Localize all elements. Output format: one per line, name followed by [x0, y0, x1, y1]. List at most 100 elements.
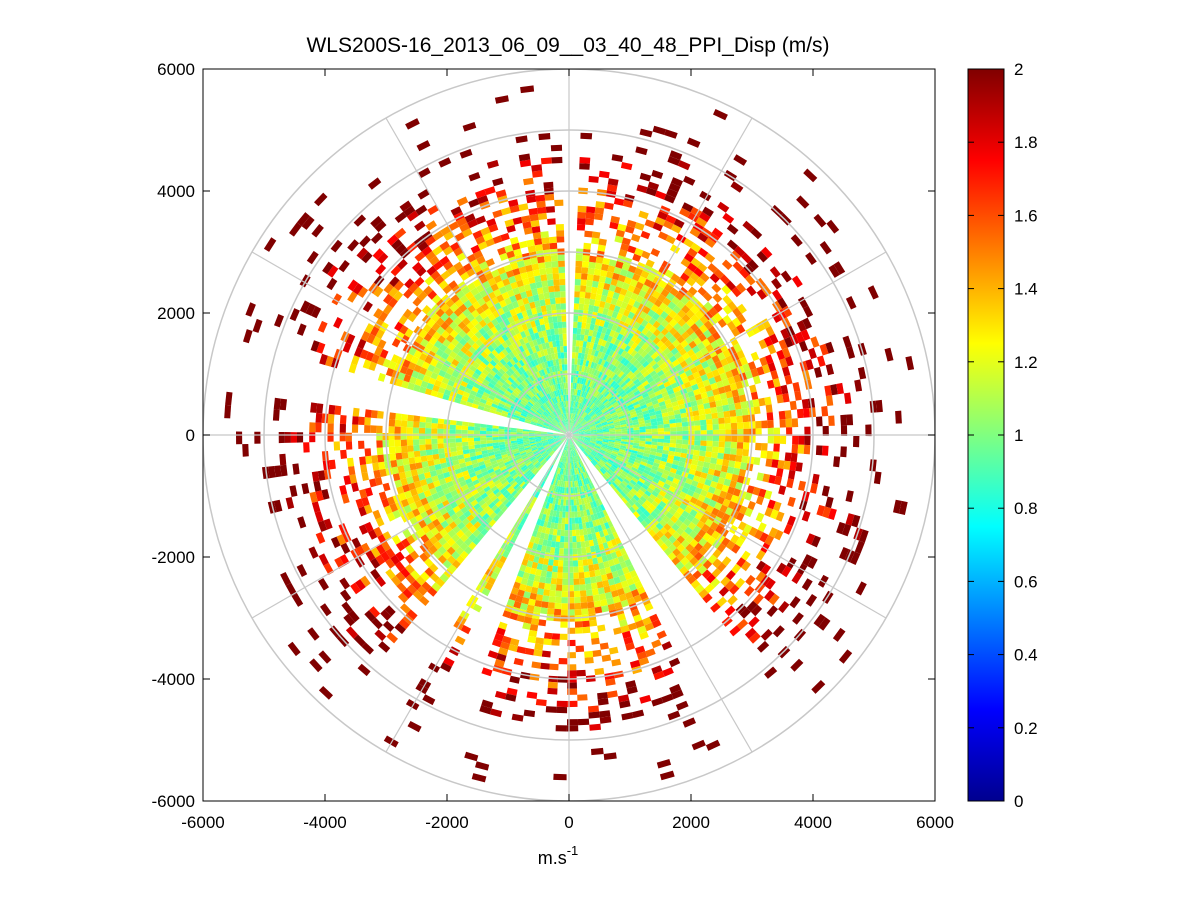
data-cell — [492, 488, 500, 495]
data-cell — [599, 417, 606, 422]
data-cell — [613, 445, 620, 450]
data-cell — [504, 339, 512, 347]
data-cell — [501, 505, 508, 513]
data-cell — [625, 476, 632, 482]
data-cell — [558, 658, 568, 665]
data-cell — [530, 443, 537, 447]
data-cell — [461, 429, 468, 434]
data-cell — [547, 432, 554, 434]
data-cell — [587, 348, 593, 355]
data-cell — [480, 423, 487, 428]
data-cell — [590, 413, 597, 418]
data-cell — [513, 450, 520, 455]
data-cell — [566, 475, 569, 482]
data-cell — [575, 529, 580, 536]
data-cell — [556, 424, 562, 429]
data-cell — [792, 435, 799, 445]
data-cell — [499, 465, 507, 472]
data-cell — [418, 427, 426, 434]
data-cell — [499, 476, 506, 483]
data-cell — [569, 425, 572, 432]
data-cell — [541, 526, 547, 534]
data-cell — [483, 473, 491, 480]
data-cell — [571, 358, 575, 365]
data-cell — [657, 467, 665, 474]
data-cell — [559, 548, 564, 555]
data-cell — [614, 440, 622, 444]
data-cell — [578, 435, 585, 437]
data-cell — [571, 444, 574, 451]
data-cell — [552, 528, 558, 536]
data-cell — [651, 399, 659, 406]
data-cell — [461, 484, 469, 492]
data-cell — [532, 326, 538, 334]
data-cell — [527, 361, 534, 369]
data-cell — [623, 352, 631, 360]
data-cell — [534, 432, 541, 434]
data-cell — [522, 432, 529, 435]
data-cell — [474, 469, 482, 476]
data-cell — [495, 491, 502, 498]
data-cell — [480, 443, 487, 448]
data-cell — [783, 460, 791, 470]
data-cell — [653, 487, 661, 494]
data-cell — [455, 442, 463, 447]
data-cell — [641, 472, 649, 478]
data-cell — [530, 333, 536, 341]
data-cell — [705, 413, 713, 420]
data-cell — [559, 401, 562, 409]
data-cell — [510, 383, 517, 390]
data-cell — [502, 456, 509, 461]
data-cell — [608, 442, 615, 446]
data-cell — [639, 440, 646, 445]
data-cell — [619, 390, 626, 396]
data-cell — [551, 412, 556, 418]
data-cell — [526, 334, 533, 343]
data-cell — [581, 444, 587, 450]
data-cell — [584, 438, 591, 441]
data-cell — [472, 372, 480, 380]
data-cell — [572, 431, 579, 434]
data-cell — [546, 408, 552, 414]
data-cell — [654, 366, 662, 374]
data-cell — [501, 341, 509, 349]
data-cell — [586, 366, 591, 374]
data-cell — [400, 420, 408, 428]
data-cell — [530, 422, 537, 426]
data-cell — [630, 488, 638, 495]
data-cell — [612, 415, 619, 420]
data-cell — [589, 619, 598, 627]
data-cell — [575, 346, 580, 353]
data-cell — [470, 499, 479, 507]
data-cell — [664, 466, 672, 472]
data-cell — [461, 395, 469, 402]
data-cell — [590, 428, 597, 431]
data-cell — [566, 438, 569, 445]
data-cell — [728, 403, 736, 411]
data-cell — [472, 462, 480, 469]
data-cell — [359, 456, 367, 466]
data-cell — [339, 415, 347, 425]
data-cell — [583, 353, 588, 361]
data-cell — [547, 433, 554, 435]
data-cell — [469, 471, 477, 478]
data-cell — [490, 460, 498, 466]
data-cell — [546, 273, 554, 281]
data-cell — [575, 395, 579, 402]
data-cell — [539, 383, 545, 390]
data-cell — [578, 409, 583, 416]
data-cell — [506, 400, 513, 406]
data-cell — [636, 508, 643, 516]
data-cell — [582, 391, 587, 398]
data-cell — [598, 402, 604, 409]
data-cell — [586, 483, 591, 491]
data-cell — [516, 406, 524, 412]
data-cell — [588, 387, 593, 394]
data-cell — [533, 352, 539, 359]
data-cell — [514, 412, 521, 417]
data-cell — [498, 436, 505, 440]
data-cell — [573, 505, 578, 512]
data-cell — [586, 341, 591, 349]
data-cell — [694, 425, 701, 431]
data-cell — [620, 381, 627, 388]
